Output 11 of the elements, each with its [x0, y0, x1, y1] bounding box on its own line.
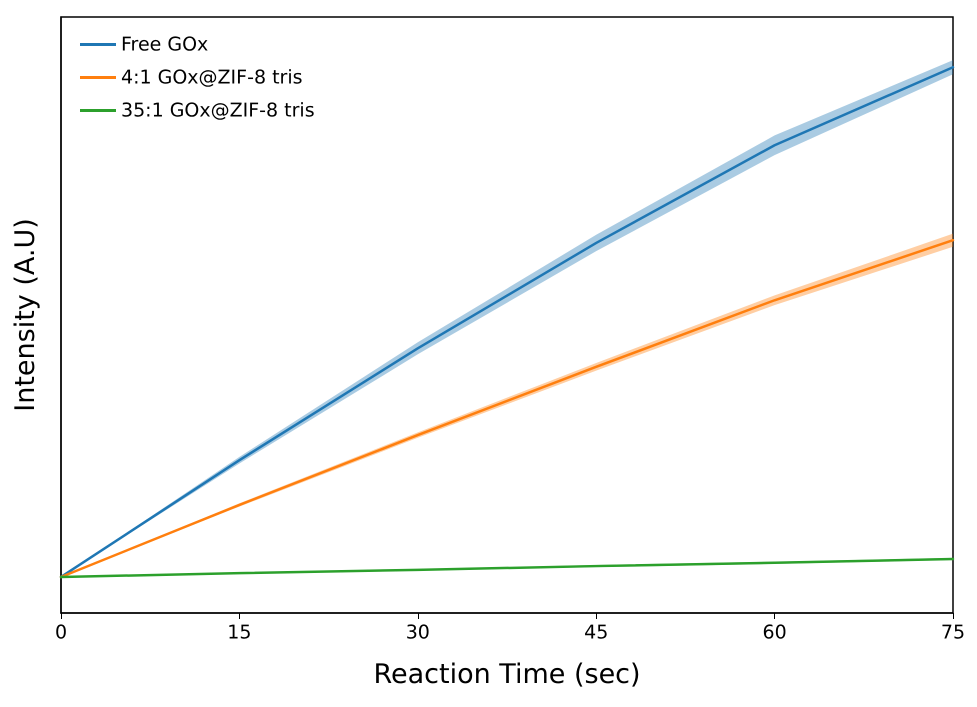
x-tick-label: 45	[584, 622, 608, 644]
y-axis-title: Intensity (A.U)	[10, 218, 41, 412]
x-tick-label: 15	[227, 622, 252, 644]
x-tick-label: 60	[762, 622, 787, 644]
legend-label: 4:1 GOx@ZIF-8 tris	[121, 66, 303, 88]
x-axis-title: Reaction Time (sec)	[373, 659, 641, 690]
legend-label: Free GOx	[121, 34, 208, 56]
x-tick-label: 0	[54, 622, 68, 644]
legend-label: 35:1 GOx@ZIF-8 tris	[121, 100, 315, 122]
x-tick-label: 75	[940, 622, 966, 644]
x-tick-label: 30	[406, 622, 430, 644]
